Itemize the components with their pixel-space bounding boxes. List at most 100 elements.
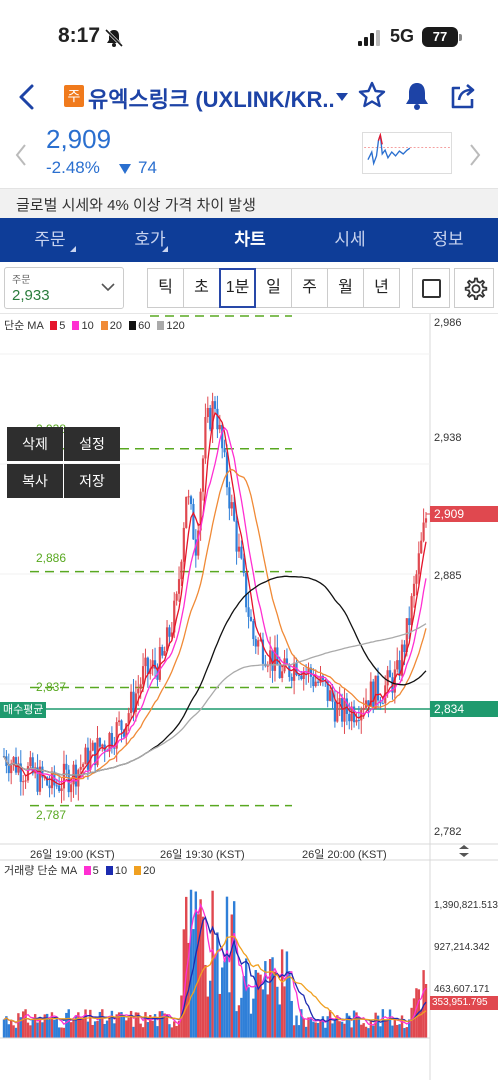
chart-area[interactable]: 단순 MA 5 10 20 60 120 2,986 2,938 2,885 2… (0, 314, 498, 1080)
tab-quotes[interactable]: 시세 (334, 230, 366, 249)
copy-button[interactable]: 복사 (7, 464, 63, 498)
candle (115, 722, 118, 749)
y-tick-label: 2,885 (434, 570, 462, 582)
volume-ma5-line (3, 902, 427, 1026)
candlestick-chart[interactable] (0, 314, 498, 1080)
volume-bar (355, 1012, 358, 1038)
order-price-select[interactable]: 주문 2,933 (4, 267, 124, 309)
candle (144, 657, 147, 667)
mini-price-chart[interactable] (362, 132, 452, 174)
volume-bar (247, 987, 250, 1038)
coin-title[interactable]: 유엑스링크 (UXLINK/KR... (88, 87, 336, 112)
candle (398, 660, 401, 676)
candle (326, 681, 329, 701)
candle (420, 540, 423, 554)
candle (209, 407, 212, 430)
back-arrow-icon[interactable] (14, 82, 40, 112)
settings-button[interactable]: 설정 (64, 427, 120, 461)
volume-bar (225, 896, 229, 1038)
candle (302, 671, 305, 679)
share-icon[interactable] (448, 81, 478, 111)
candle (48, 785, 51, 789)
next-coin-icon[interactable] (468, 142, 482, 168)
signal-icon (358, 30, 380, 46)
timeframe-second[interactable]: 초 (183, 268, 220, 308)
favorite-star-icon[interactable] (357, 80, 387, 110)
fullscreen-button[interactable] (412, 268, 450, 308)
dropdown-triangle-icon[interactable] (336, 92, 348, 102)
candle (410, 596, 413, 626)
volume-bar (48, 1019, 51, 1038)
volume-bar (235, 1011, 238, 1038)
chevron-down-icon (101, 283, 115, 292)
timeframe-month[interactable]: 월 (327, 268, 364, 308)
chart-settings-button[interactable] (454, 268, 494, 308)
tab-order[interactable]: 주문 (34, 230, 66, 249)
tab-info[interactable]: 정보 (432, 230, 464, 249)
volume-bar (357, 1018, 361, 1038)
candle (108, 732, 111, 752)
volume-bar (79, 1018, 82, 1038)
volume-ma-legend: 거래량 단순 MA 5 10 20 (4, 862, 155, 878)
timeframe-1min[interactable]: 1분 (219, 268, 256, 308)
ma10-swatch (72, 321, 80, 330)
volume-bar (45, 1013, 49, 1038)
candle (7, 766, 10, 774)
vma10-label: 10 (114, 865, 128, 877)
vma5-swatch (83, 866, 91, 875)
candle (146, 657, 149, 675)
order-price-label: 주문 (12, 275, 31, 286)
candle (338, 698, 341, 703)
tab-chart[interactable]: 차트 (234, 230, 266, 249)
candle (204, 417, 207, 459)
volume-bar (276, 986, 279, 1038)
volume-bar (218, 993, 221, 1038)
candle (213, 401, 217, 409)
candle (79, 766, 82, 770)
candle (82, 764, 85, 767)
candle (180, 561, 183, 580)
volume-bar (290, 1000, 293, 1038)
candle (273, 647, 277, 671)
save-button[interactable]: 저장 (64, 464, 120, 498)
delete-button[interactable]: 삭제 (7, 427, 63, 461)
previous-coin-icon[interactable] (14, 142, 28, 168)
battery-icon: 77 (422, 27, 458, 47)
volume-bar (331, 1023, 334, 1038)
alarm-bell-icon[interactable] (402, 80, 432, 112)
tab-orderbook[interactable]: 호가 (134, 230, 166, 249)
volume-bar (146, 1022, 150, 1038)
volume-bar (41, 1022, 44, 1038)
volume-bar (81, 1018, 85, 1038)
timeframe-day[interactable]: 일 (255, 268, 292, 308)
volume-bar (300, 1009, 303, 1038)
volume-bar (364, 1026, 368, 1038)
volume-bar (278, 1004, 281, 1038)
candle (400, 644, 404, 676)
volume-bar (352, 1010, 356, 1038)
candle (125, 723, 128, 737)
timeframe-week[interactable]: 주 (291, 268, 328, 308)
volume-bar (113, 1023, 116, 1038)
volume-bar (348, 1015, 351, 1038)
volume-bar (283, 986, 286, 1038)
candle (38, 766, 42, 792)
candle (357, 719, 360, 721)
timeframe-year[interactable]: 년 (363, 268, 400, 308)
candle (70, 784, 73, 793)
timeframe-tick[interactable]: 틱 (147, 268, 184, 308)
axis-toggle-icon[interactable] (458, 844, 470, 858)
volume-bar (280, 949, 284, 1038)
candle (393, 669, 396, 693)
volume-bar (120, 1012, 123, 1038)
volume-bar (43, 1014, 46, 1038)
volume-bar (268, 958, 272, 1038)
volume-bar (33, 1014, 37, 1038)
candle (65, 763, 68, 770)
volume-bar (360, 1024, 363, 1038)
volume-bar (132, 1026, 135, 1038)
candle (173, 600, 176, 633)
volume-bar (72, 1019, 75, 1038)
volume-bar (309, 1017, 313, 1038)
vma10-swatch (105, 866, 113, 875)
